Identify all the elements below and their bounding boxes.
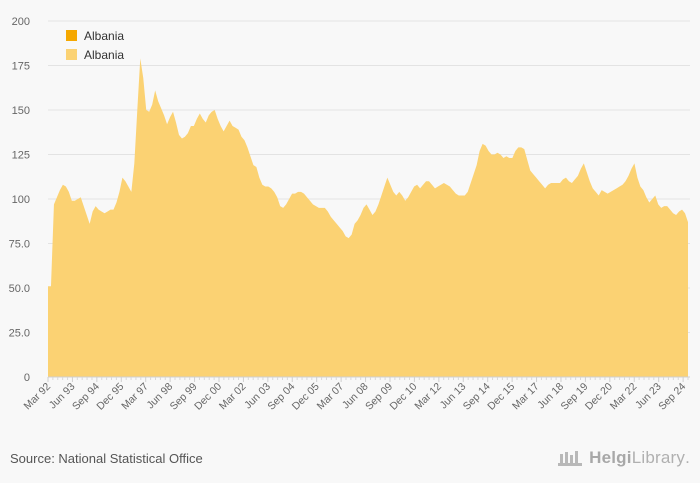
x-tick-label: Mar 92: [22, 381, 54, 413]
x-tick-label: Mar 12: [412, 381, 444, 413]
legend: Albania Albania: [66, 29, 124, 62]
y-tick-label: 175: [12, 61, 30, 73]
x-tick-label: Sep 24: [656, 381, 688, 413]
x-tick-label: Dec 05: [290, 381, 322, 413]
y-tick-label: 0: [24, 372, 30, 384]
brand-part2: Library: [631, 448, 686, 467]
legend-label[interactable]: Albania: [84, 48, 124, 62]
brand-suffix: .: [685, 448, 690, 467]
library-icon: [558, 451, 583, 466]
x-tick-label: Mar 17: [510, 381, 542, 413]
y-axis: 0 25.0 50.0 75.0 100 125 150 175 200: [9, 16, 30, 384]
y-tick-label: 50.0: [9, 283, 30, 295]
x-tick-label: Mar 22: [608, 381, 640, 413]
series-area: [48, 58, 688, 377]
x-tick-label: Dec 15: [485, 381, 517, 413]
legend-label[interactable]: Albania: [84, 29, 124, 43]
x-tick-label: Mar 07: [315, 381, 347, 413]
x-tick-label: Dec 00: [192, 381, 224, 413]
y-tick-label: 75.0: [9, 239, 30, 251]
x-tick-label: Dec 95: [94, 381, 126, 413]
legend-swatch[interactable]: [66, 30, 77, 41]
y-tick-label: 125: [12, 150, 30, 162]
x-tick-label: Dec 20: [583, 381, 615, 413]
y-tick-label: 25.0: [9, 328, 30, 340]
x-tick-label: Mar 97: [119, 381, 151, 413]
x-tick-label: Dec 10: [388, 381, 420, 413]
y-tick-label: 100: [12, 194, 30, 206]
y-tick-label: 150: [12, 105, 30, 117]
footer: Source: National Statistical Office Helg…: [0, 437, 700, 483]
source-text: Source: National Statistical Office: [10, 451, 203, 466]
y-tick-label: 200: [12, 16, 30, 28]
x-tick-label: Mar 02: [217, 381, 249, 413]
brand-part1: Helgi: [589, 448, 632, 467]
brand-logo[interactable]: Helgi Library.: [557, 448, 690, 468]
legend-swatch[interactable]: [66, 49, 77, 60]
